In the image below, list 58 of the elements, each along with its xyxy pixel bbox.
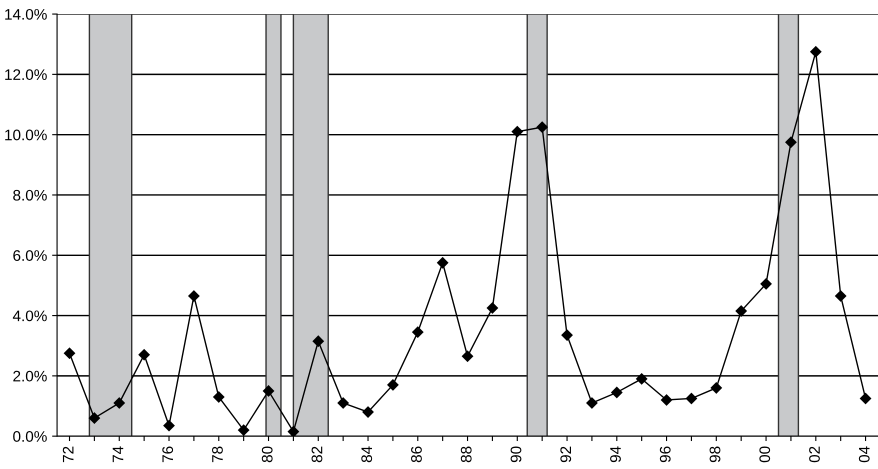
x-tick-label: 72	[62, 446, 74, 462]
point	[64, 348, 76, 359]
x-tick-label: 04	[858, 446, 870, 462]
x-tick-label: 02	[809, 446, 820, 462]
x-tick-label: 84	[361, 446, 372, 462]
point	[810, 46, 822, 58]
point	[262, 385, 274, 397]
point	[660, 394, 672, 406]
point	[338, 397, 349, 409]
y-tick-label: 6.0%	[13, 250, 47, 261]
y-tick-label: 2.0%	[13, 370, 47, 382]
point	[512, 126, 523, 138]
point	[561, 330, 573, 341]
point	[835, 290, 846, 302]
x-tick-label: 96	[660, 446, 671, 462]
y-tick-label: 8.0%	[13, 190, 47, 201]
y-tick-label: 4.0%	[12, 310, 47, 322]
x-tick-label: 88	[460, 446, 472, 462]
x-tick-label: 00	[759, 446, 770, 462]
point	[288, 426, 300, 436]
x-tick-label: 92	[560, 446, 572, 462]
point	[611, 386, 622, 398]
y-tick-label: 10.0%	[5, 130, 47, 140]
y-tick-label: 14.0%	[5, 8, 47, 20]
point	[586, 397, 598, 409]
x-tick-label: 80	[262, 446, 273, 462]
point	[710, 382, 722, 394]
point	[686, 392, 698, 404]
point	[138, 349, 150, 360]
point	[88, 412, 100, 424]
point	[312, 336, 324, 347]
point	[114, 397, 125, 409]
x-tick-label: 78	[212, 446, 223, 462]
y-tick-label: 0.0%	[13, 431, 47, 442]
point	[486, 302, 498, 314]
x-tick-label: 86	[411, 446, 422, 462]
point	[412, 326, 424, 338]
x-tick-label: 74	[112, 446, 124, 462]
x-tick-label: 90	[510, 446, 522, 462]
point	[437, 257, 448, 268]
x-tick-label: 98	[710, 446, 720, 462]
x-tick-label: 76	[162, 446, 174, 462]
point	[188, 290, 200, 302]
point	[785, 136, 797, 148]
x-tick-label: 94	[610, 446, 621, 462]
point	[163, 420, 175, 432]
point	[536, 122, 548, 133]
point	[362, 406, 374, 418]
x-tick-label: 82	[312, 446, 322, 462]
y-tick-label: 12.0%	[5, 69, 47, 80]
point	[238, 424, 250, 436]
point	[636, 373, 648, 384]
point	[462, 350, 474, 362]
point	[213, 391, 224, 403]
point	[860, 392, 872, 404]
point	[736, 305, 747, 317]
point	[387, 379, 399, 391]
point	[760, 278, 772, 290]
